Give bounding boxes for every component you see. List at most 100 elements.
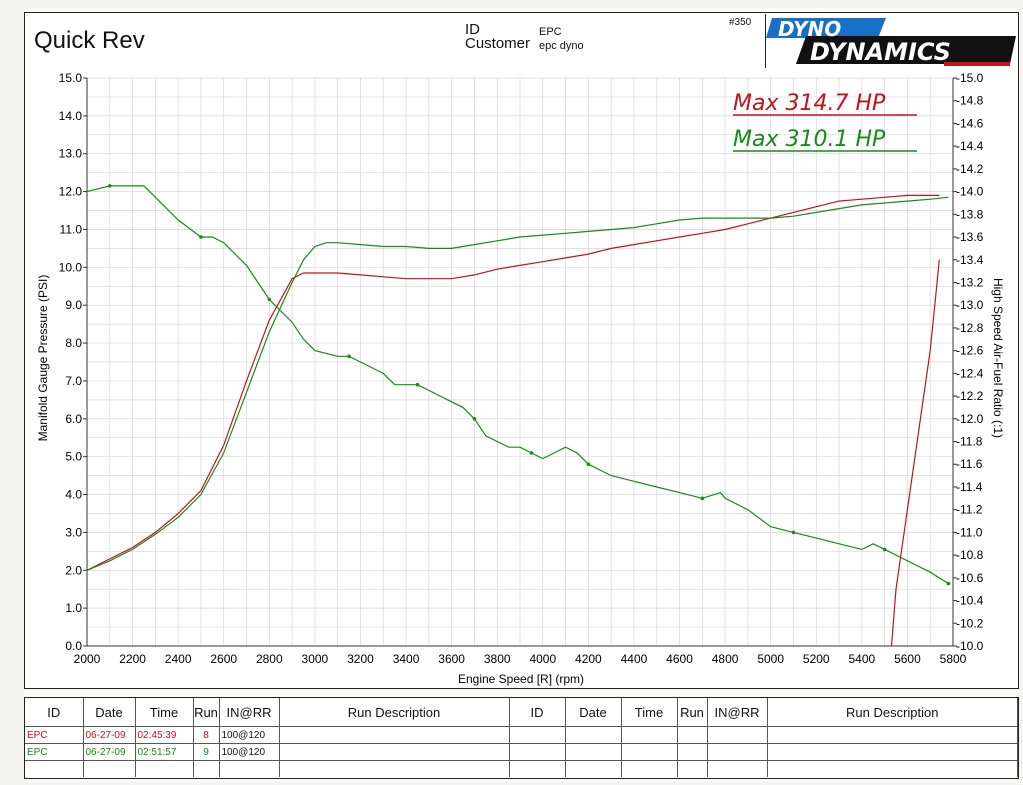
x-tick-labels: 2000 2200 2400 2600 2800 3000 3200 3400 3600 3800… [74,652,967,666]
right-tick-label: -10.6 [956,571,984,585]
right-tick-label: -15.0 [956,71,984,85]
col-header-run-2: Run [677,698,708,727]
right-tick-label: -10.2 [956,616,984,630]
col-header-id-2: ID [509,698,566,727]
series-point [267,297,272,302]
run-table: ID Date Time Run IN@RR Run Description I… [24,697,1019,779]
x-tick-label: 3800 [484,652,511,666]
right-tick-label: -13.4 [956,253,984,267]
col-header-date: Date [83,698,136,727]
right-tick-label: -14.0 [956,185,984,199]
col-header-run: Run [193,698,220,727]
cell-date: 06-27-09 [83,743,136,761]
left-tick-label: 11.0 [60,222,83,236]
table-row-empty [25,760,1018,777]
id-values: EPC epc dyno [539,25,584,53]
run-table-grid: ID Date Time Run IN@RR Run Description I… [25,698,1018,777]
cell-time: 02:51:57 [135,743,194,761]
table-row: EPC 06-27-09 02:45:39 8 100@120 [25,726,1018,744]
report-header: Quick Rev ID Customer EPC epc dyno #350 … [24,12,1019,70]
x-tick-label: 2400 [165,652,192,666]
right-tick-label: -11.2 [956,503,983,517]
series-line-run9-right [86,185,949,585]
right-tick-label: -12.0 [956,412,984,426]
x-axis-label: Engine Speed [R] (rpm) [458,672,584,686]
cell-inrr: 100@120 [219,726,280,744]
left-tick-label: 5.0 [65,450,82,464]
series-line-run8-left [86,194,940,571]
customer-value: epc dyno [539,40,584,52]
col-header-inrr: IN@RR [219,698,280,727]
id-labels: ID Customer [465,21,531,52]
right-tick-label: -10.8 [956,548,984,562]
cell-id: EPC [25,726,84,744]
right-tick-label: -14.6 [956,116,984,130]
x-tick-label: 2600 [210,652,237,666]
cell-inrr: 100@120 [219,743,280,761]
right-tick-label: -10.4 [956,594,984,608]
left-tick-label: 9.0 [65,298,82,312]
x-tick-label: 5400 [848,652,875,666]
right-tick-label: -13.2 [956,275,984,289]
series-point [472,417,477,421]
series-point [791,530,796,535]
right-tick-label: -12.2 [956,389,984,403]
cell-desc [279,726,510,744]
left-axis-label: Manifold Gauge Pressure (PSI) [36,275,50,442]
col-header-run-description-2: Run Description [767,698,1018,727]
table-header-row: ID Date Time Run IN@RR Run Description I… [25,698,1018,727]
x-tick-label: 4600 [666,652,693,666]
right-tick-label: -13.6 [956,230,984,244]
left-tick-label: 14.0 [59,109,83,123]
cell-run: 9 [193,743,220,761]
cell-desc [279,743,510,761]
series-lines [86,184,951,647]
cell-time: 02:45:39 [135,726,194,744]
right-tick-label: -13.8 [956,207,984,221]
run-number: #350 [729,17,752,28]
cell-id: EPC [25,743,84,761]
left-tick-label: 7.0 [65,374,82,388]
left-tick-label: 10.0 [59,260,83,274]
series-point [107,184,112,188]
right-tick-label: -13.0 [956,298,984,312]
chart-panel: 2000 2200 2400 2600 2800 3000 3200 3400 3600 3800… [24,68,1019,689]
x-tick-label: 5000 [757,652,784,666]
gridlines [86,77,954,647]
x-tick-label: 3000 [302,652,329,666]
customer-label: Customer [465,35,531,52]
series-line-run8-right [890,259,940,647]
x-tick-label: 2000 [74,652,101,666]
x-tick-label: 4200 [575,652,602,666]
left-tick-label: 6.0 [65,412,82,426]
series-point [946,581,951,586]
x-tick-label: 2800 [256,652,283,666]
col-header-date-2: Date [565,698,622,727]
col-header-id: ID [25,698,84,727]
right-axis-label: High Speed Air-Fuel Ratio (:1) [991,278,1005,438]
left-tick-label: 0.0 [65,639,82,653]
left-tick-label: 15.0 [59,71,83,85]
col-header-run-description: Run Description [279,698,510,727]
x-tick-label: 4000 [529,652,556,666]
right-tick-label: -12.6 [956,344,984,358]
x-tick-label: 2200 [119,652,146,666]
id-label: ID [465,21,480,38]
cell-date: 06-27-09 [83,726,136,744]
col-header-time-2: Time [621,698,678,727]
series-point [700,496,705,501]
dyno-dynamics-logo: DYNO DYNAMICS [765,14,1018,68]
x-tick-label: 5600 [894,652,921,666]
max-hp-run8: Max 314.7 HP [733,91,886,116]
svg-text:DYNO: DYNO [778,17,841,41]
right-tick-label: -11.0 [956,525,983,539]
left-tick-label: 1.0 [65,601,82,615]
right-tick-label: -11.4 [956,480,983,494]
x-tick-label: 5200 [803,652,830,666]
series-point [199,235,203,239]
right-tick-label: -12.8 [956,321,984,335]
x-tick-label: 4400 [621,652,648,666]
page-title: Quick Rev [34,27,145,54]
right-tick-label: -14.8 [956,94,984,108]
left-tick-label: 3.0 [65,525,82,539]
